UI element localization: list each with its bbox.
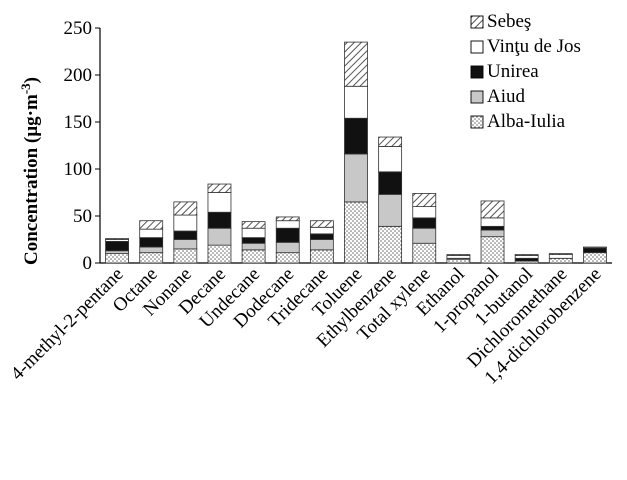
legend-swatch-alba-iulia bbox=[470, 115, 484, 129]
bar-unirea bbox=[412, 217, 437, 229]
bar-sebe bbox=[446, 254, 471, 256]
x-tick-label: 4-methyl-2-pentane bbox=[7, 264, 128, 385]
bar-alba-iulia bbox=[548, 257, 573, 264]
bar-alba-iulia bbox=[412, 242, 437, 264]
bar-alba-iulia bbox=[173, 248, 198, 264]
bar-sebe bbox=[412, 193, 437, 208]
bar-aiud bbox=[105, 250, 129, 254]
bar-vin-u-de-jos bbox=[309, 226, 334, 235]
bar-vin-u-de-jos bbox=[241, 227, 266, 239]
bar-vin-u-de-jos bbox=[548, 254, 573, 259]
bar-vin-u-de-jos bbox=[207, 192, 232, 213]
bar-sebe bbox=[207, 183, 232, 193]
bar-alba-iulia bbox=[378, 225, 403, 264]
bar-unirea bbox=[514, 257, 539, 262]
bar-vin-u-de-jos bbox=[344, 85, 368, 119]
legend-swatch-aiud bbox=[470, 90, 484, 104]
bar-unirea bbox=[173, 230, 198, 240]
bar-sebe bbox=[480, 200, 505, 219]
legend-swatch-vin-u-de-jos bbox=[470, 40, 484, 54]
bar-vin-u-de-jos bbox=[173, 214, 198, 232]
bar-sebe bbox=[344, 41, 368, 87]
bar-unirea bbox=[139, 237, 164, 248]
y-tick-label: 50 bbox=[73, 206, 92, 227]
bar-sebe bbox=[105, 238, 129, 240]
y-tick-label: 150 bbox=[64, 112, 93, 133]
bar-vin-u-de-jos bbox=[583, 246, 607, 249]
bar-unirea bbox=[344, 117, 368, 155]
bar-alba-iulia bbox=[139, 252, 164, 264]
bar-aiud bbox=[344, 153, 368, 203]
bar-sebe bbox=[514, 254, 539, 256]
bar-unirea bbox=[309, 233, 334, 240]
bar-unirea bbox=[207, 211, 232, 229]
bar-sebe bbox=[275, 216, 300, 222]
bar-vin-u-de-jos bbox=[514, 255, 539, 259]
bar-sebe bbox=[173, 201, 198, 216]
y-axis-title-close: ) bbox=[21, 77, 42, 83]
bar-alba-iulia bbox=[207, 244, 232, 264]
bar-aiud bbox=[241, 242, 266, 251]
bar-vin-u-de-jos bbox=[139, 228, 164, 239]
y-tick-label: 100 bbox=[64, 159, 93, 180]
bar-vin-u-de-jos bbox=[412, 206, 437, 219]
legend-swatch-sebe bbox=[470, 15, 484, 29]
legend-label: Vinţu de Jos bbox=[487, 36, 581, 57]
y-axis-title-sup: -3 bbox=[18, 83, 33, 94]
bar-alba-iulia bbox=[275, 252, 300, 264]
svg-text:Concentration (µg·m-3): Concentration (µg·m-3) bbox=[18, 77, 42, 265]
legend-label: Aiud bbox=[487, 86, 526, 107]
legend-label: Unirea bbox=[487, 61, 539, 82]
bar-alba-iulia bbox=[309, 249, 334, 264]
bar-aiud bbox=[378, 193, 403, 227]
bar-alba-iulia bbox=[344, 201, 368, 264]
bar-aiud bbox=[480, 229, 505, 238]
y-tick-label: 250 bbox=[64, 18, 93, 39]
legend-swatch-unirea bbox=[470, 65, 484, 79]
legend: Sebeş Vinţu de Jos Unirea Aiud Alba-Iulia bbox=[470, 11, 581, 132]
y-tick-label: 0 bbox=[83, 253, 93, 274]
legend-label: Sebeş bbox=[487, 11, 531, 32]
bar-unirea bbox=[378, 171, 403, 195]
bar-sebe bbox=[378, 136, 403, 147]
bar-sebe bbox=[309, 220, 334, 228]
bar-aiud bbox=[139, 246, 164, 254]
bar-alba-iulia bbox=[446, 258, 471, 264]
bar-sebe bbox=[139, 220, 164, 230]
y-axis-title-main: Concentration (µg·m bbox=[21, 94, 42, 265]
bar-aiud bbox=[207, 227, 232, 246]
bar-aiud bbox=[173, 239, 198, 250]
y-axis-title: Concentration (µg·m-3) bbox=[18, 77, 42, 265]
bar-sebe bbox=[548, 253, 573, 255]
bar-unirea bbox=[275, 227, 300, 243]
bar-alba-iulia bbox=[241, 249, 266, 264]
bar-unirea bbox=[241, 237, 266, 244]
bar-sebe bbox=[241, 221, 266, 229]
bar-unirea bbox=[105, 240, 129, 252]
bar-alba-iulia bbox=[480, 236, 505, 264]
bar-aiud bbox=[309, 239, 334, 251]
bar-alba-iulia bbox=[105, 253, 129, 264]
bar-vin-u-de-jos bbox=[446, 255, 471, 259]
bar-unirea bbox=[583, 247, 607, 254]
bar-alba-iulia bbox=[583, 252, 607, 264]
bar-vin-u-de-jos bbox=[378, 146, 403, 173]
legend-label: Alba-Iulia bbox=[487, 111, 566, 132]
bar-aiud bbox=[275, 241, 300, 254]
bar-vin-u-de-jos bbox=[480, 217, 505, 227]
y-tick-label: 200 bbox=[64, 65, 93, 86]
bar-aiud bbox=[412, 227, 437, 244]
bar-vin-u-de-jos bbox=[275, 220, 300, 229]
bar-unirea bbox=[480, 225, 505, 231]
